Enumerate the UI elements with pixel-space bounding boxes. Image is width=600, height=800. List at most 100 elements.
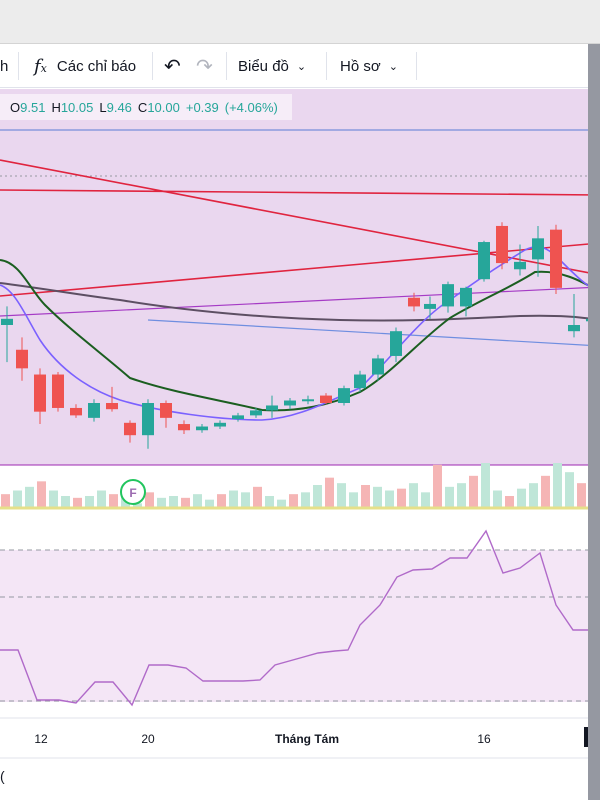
high-label: H [51,99,61,115]
volume-bar [361,485,370,507]
volume-bar [457,483,466,507]
candle-body[interactable] [142,403,154,436]
fx-icon: fx [34,55,47,77]
candle-body[interactable] [160,403,172,418]
indicators-button[interactable]: fx Các chỉ báo [34,44,136,88]
candle-body[interactable] [390,331,402,356]
ma-slow-line [0,282,600,322]
volume-bar [169,496,178,507]
volume-bar [421,492,430,507]
undo-button[interactable]: ↶ [164,44,181,88]
event-marker-circle[interactable] [120,479,146,505]
chevron-down-icon: ⌄ [296,60,307,73]
volume-bar [265,496,274,507]
volume-bar [541,475,550,507]
candle-body[interactable] [232,415,244,420]
candle-body[interactable] [124,422,136,436]
candle-body[interactable] [1,318,13,325]
low-label: L [99,99,107,115]
candle-body[interactable] [442,284,454,307]
price-pane-background [0,89,600,465]
chart-type-label: Biểu đồ [238,57,289,75]
candle-body[interactable] [178,424,190,431]
profile-dropdown[interactable]: Hồ sơ ⌄ [340,44,398,88]
volume-bar [373,486,382,507]
bottom-partial-button[interactable]: ( [0,768,5,784]
volume-bar [229,490,238,507]
rsi-line [0,529,600,707]
candle-body[interactable] [214,422,226,427]
volume-bar [529,483,538,507]
candle-body[interactable] [302,399,314,402]
toolbar-divider [326,52,327,80]
x-tick-label: Tháng Tám [275,732,339,746]
indicators-label: Các chỉ báo [56,57,137,75]
chevron-down-icon: ⌄ [388,60,398,73]
candle-body[interactable] [70,407,82,416]
candle-body[interactable] [532,238,544,260]
volume-bar [277,499,286,507]
close-label: C [137,99,148,115]
volume-bar [433,464,442,507]
volume-bar [133,503,142,507]
volume-bar [157,497,166,507]
candle-body[interactable] [496,225,508,264]
candle-body[interactable] [408,297,420,307]
volume-bar [109,494,118,507]
volume-bar [1,494,10,507]
toolbar-partial-label: h [0,57,9,75]
volume-bar [517,488,526,507]
toolbar-partial-button[interactable]: h [0,44,8,88]
candle-body[interactable] [568,325,580,332]
candle-body[interactable] [88,403,100,418]
volume-bar [301,492,310,507]
candle-body[interactable] [284,400,296,406]
candle-body[interactable] [266,405,278,411]
volume-bar [145,492,154,507]
candle-body[interactable] [34,374,46,412]
x-tick-label: 20 [141,732,155,746]
volume-bar [253,486,262,507]
open-value: 9.51 [20,99,46,115]
redo-icon: ↷ [196,55,213,78]
candle-body[interactable] [478,242,490,280]
candle-body[interactable] [424,303,436,309]
candle-body[interactable] [106,403,118,410]
candle-body[interactable] [52,374,64,408]
candle-body[interactable] [372,358,384,375]
x-tick-label: 12 [34,732,48,746]
window-titlebar [0,0,600,44]
volume-bar [205,499,214,507]
candle-body[interactable] [550,229,562,288]
chart-type-dropdown[interactable]: Biểu đồ ⌄ [238,44,306,88]
high-value: 10.05 [60,99,94,115]
volume-bar [481,463,490,507]
volume-bar [325,477,334,507]
change-percent: (+4.06%) [224,99,278,115]
volume-bar [193,494,202,507]
trendline-horizontal[interactable] [0,189,600,196]
redo-button[interactable]: ↷ [196,44,213,88]
candle-body[interactable] [354,374,366,389]
toolbar-divider [18,52,19,80]
candles-group [1,222,598,449]
candle-body[interactable] [16,349,28,369]
candle-body[interactable] [338,388,350,403]
candle-body[interactable] [196,426,208,431]
change-value: +0.39 [185,99,219,115]
volume-bar [409,483,418,507]
volume-bar [73,497,82,507]
volume-bar [445,486,454,507]
volume-bar [49,490,58,507]
candle-body[interactable] [250,410,262,416]
trendline-blue[interactable] [147,319,600,347]
candle-body[interactable] [460,287,472,307]
volume-group [1,463,598,507]
candle-body[interactable] [320,395,332,403]
candle-body[interactable] [514,261,526,270]
profile-label: Hồ sơ [340,57,381,75]
volume-bar [397,488,406,507]
x-tick-label: 16 [477,732,491,746]
volume-bar [85,496,94,507]
